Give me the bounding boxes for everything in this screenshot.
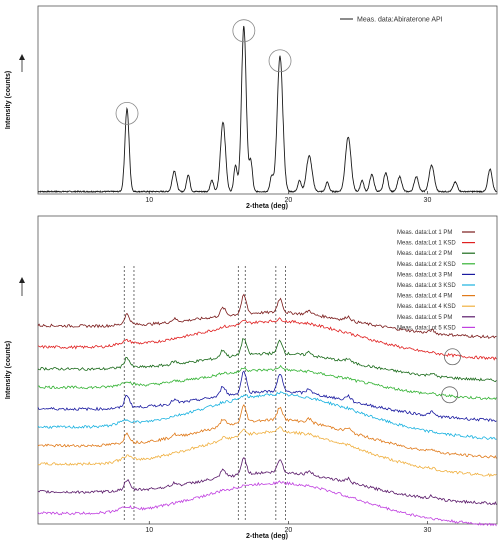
top-peak-circle-3 — [268, 49, 292, 73]
chart-abiraterone-api: 10 20 30 Meas. data:Abiraterone API 2-thet… — [5, 5, 498, 210]
series-meas-data-lot-4-ksd — [37, 426, 497, 478]
top-x-axis-title: 2-theta (deg) — [246, 203, 288, 210]
series-meas-data-lot-3-ksd — [37, 391, 497, 440]
bottom-circle-1 — [444, 348, 461, 366]
bottom-x-tick-label-30: 30 — [424, 527, 432, 534]
series-meas-data-lot-5-ksd — [37, 480, 497, 527]
top-peak-circles — [115, 19, 292, 125]
series-meas-data-lot-4-pm — [37, 403, 497, 459]
series-meas-data-lot-5-pm — [37, 456, 497, 506]
bottom-x-tick-label-20: 20 — [284, 527, 292, 534]
legend-label-5: Meas. data:Lot 3 PM — [397, 272, 452, 278]
top-x-tick-label-10: 10 — [145, 197, 153, 204]
top-y-arrow-head — [19, 54, 25, 60]
bottom-series-group — [37, 293, 497, 527]
series-meas-data-lot-2-ksd — [37, 364, 497, 401]
bottom-y-arrow-head — [19, 277, 25, 283]
bottom-circled-points — [441, 348, 461, 404]
top-legend: Meas. data:Abiraterone API — [340, 17, 443, 24]
legend-label-6: Meas. data:Lot 3 KSD — [397, 283, 456, 289]
bottom-y-axis-title: Intensity (counts) — [5, 341, 12, 399]
series-meas-data-lot-3-pm — [37, 370, 497, 423]
legend-label-9: Meas. data:Lot 5 PM — [397, 315, 452, 321]
top-series-abiraterone-api — [37, 25, 497, 194]
bottom-circle-2 — [441, 386, 459, 404]
top-plot-frame — [37, 5, 498, 195]
legend-label-4: Meas. data:Lot 2 KSD — [397, 262, 456, 268]
bottom-x-tick-label-10: 10 — [145, 527, 153, 534]
top-peak-circle-1 — [115, 102, 139, 125]
legend-label-1: Meas. data:Lot 1 PM — [397, 230, 452, 236]
series-meas-data-lot-1-pm — [37, 293, 497, 339]
top-x-tick-label-30: 30 — [424, 197, 432, 204]
top-x-tick-label-20: 20 — [284, 197, 292, 204]
legend-label-7: Meas. data:Lot 4 PM — [397, 294, 452, 300]
bottom-x-ticks: 10 20 30 — [145, 521, 431, 534]
top-x-ticks: 10 20 30 — [145, 191, 431, 204]
bottom-plot-frame — [37, 215, 498, 525]
series-meas-data-lot-2-pm — [37, 338, 497, 383]
legend-label-10: Meas. data:Lot 5 KSD — [397, 325, 456, 331]
legend-label-8: Meas. data:Lot 4 KSD — [397, 304, 456, 310]
top-series-group — [37, 25, 497, 194]
legend-label-3: Meas. data:Lot 2 PM — [397, 251, 452, 257]
top-legend-label: Meas. data:Abiraterone API — [357, 17, 443, 24]
top-peak-circle-2 — [232, 19, 256, 43]
bottom-legend: Meas. data:Lot 1 PM Meas. data:Lot 1 KSD M… — [397, 230, 475, 331]
top-y-axis-title: Intensity (counts) — [5, 71, 12, 129]
bottom-x-axis-title: 2-theta (deg) — [246, 533, 288, 540]
series-meas-data-lot-1-ksd — [37, 317, 497, 361]
legend-label-2: Meas. data:Lot 1 KSD — [397, 241, 456, 247]
